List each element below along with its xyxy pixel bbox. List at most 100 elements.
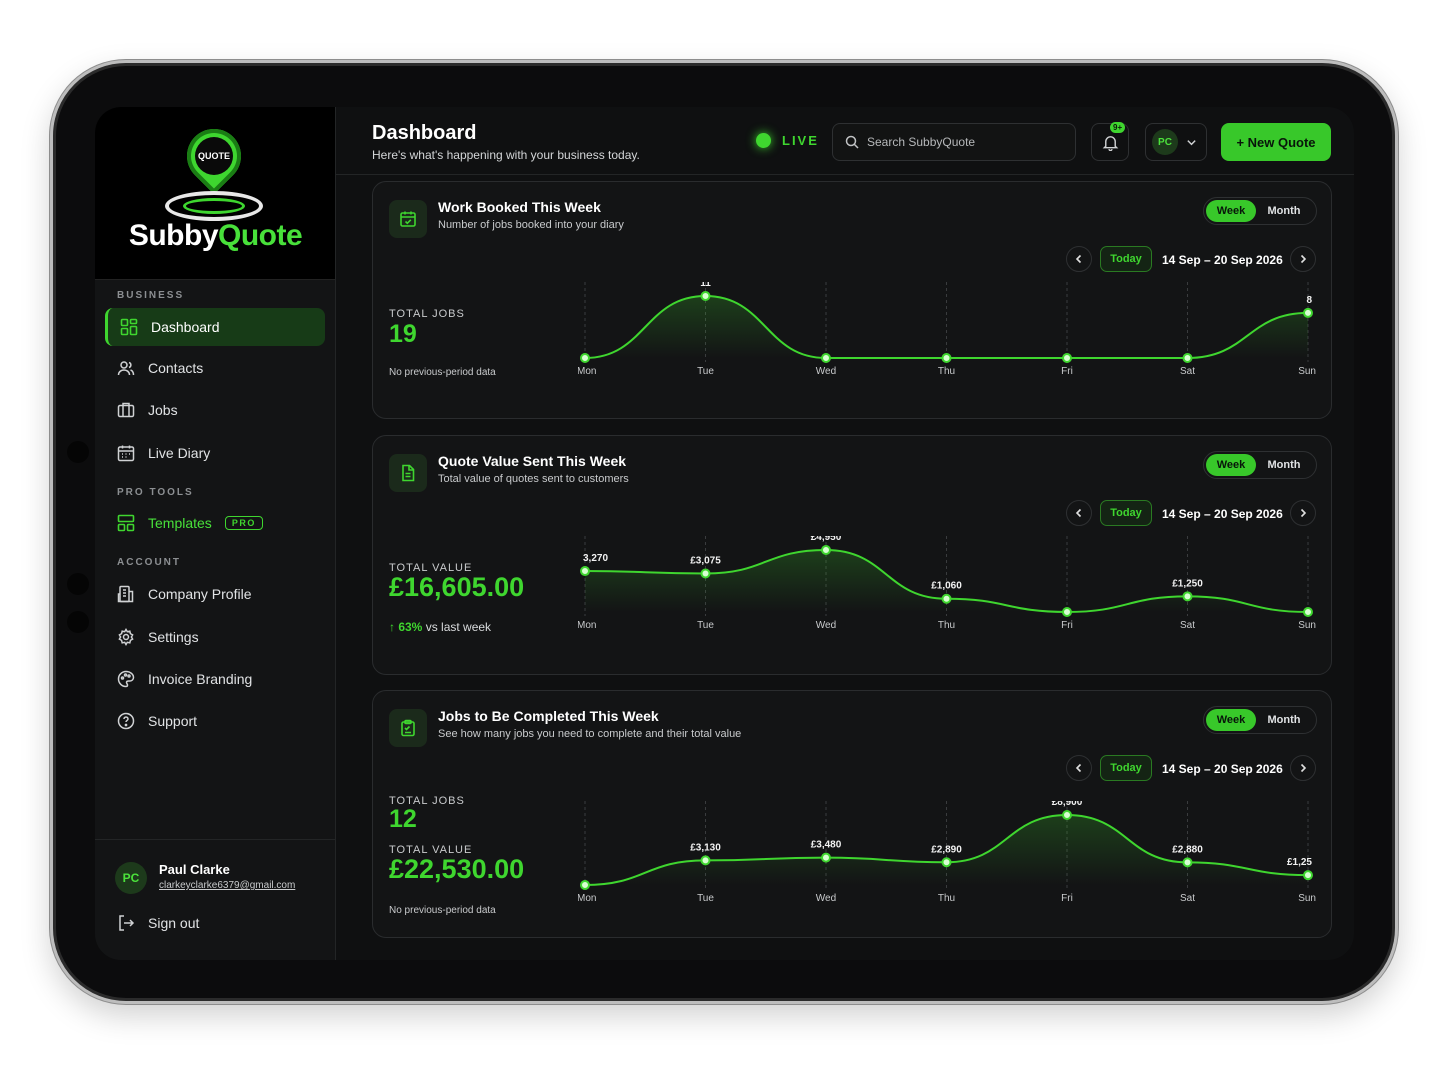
next-week-button[interactable] [1290, 246, 1316, 272]
users-icon [117, 359, 135, 377]
data-point[interactable] [700, 568, 711, 579]
data-point[interactable] [580, 880, 590, 890]
next-week-button[interactable] [1290, 755, 1316, 781]
data-label: 3,270 [583, 553, 608, 564]
data-point[interactable] [941, 857, 952, 868]
data-point[interactable] [1182, 353, 1193, 363]
data-point[interactable] [580, 353, 590, 363]
data-label: £1,060 [931, 581, 962, 592]
bell-icon [1102, 134, 1119, 151]
live-label: LIVE [782, 133, 819, 148]
card-jobs-to-complete: Jobs to Be Completed This Week See how m… [372, 690, 1332, 938]
sidebar-item-dashboard[interactable]: Dashboard [105, 308, 325, 346]
data-point[interactable] [1303, 307, 1313, 318]
data-point[interactable] [1182, 591, 1193, 602]
x-tick-label: Mon [578, 620, 596, 631]
x-tick-label: Fri [1061, 620, 1073, 631]
today-button[interactable]: Today [1100, 755, 1152, 781]
sidebar-item-live-diary[interactable]: Live Diary [105, 434, 325, 472]
prev-week-button[interactable] [1066, 246, 1092, 272]
data-point[interactable] [941, 593, 952, 604]
data-point[interactable] [1062, 607, 1072, 617]
search-box[interactable] [832, 123, 1076, 161]
x-tick-label: Fri [1061, 366, 1073, 377]
data-point[interactable] [821, 852, 831, 863]
data-point[interactable] [700, 291, 711, 301]
period-toggle: Week Month [1203, 706, 1317, 734]
data-point[interactable] [700, 855, 711, 866]
account-menu[interactable]: PC [1145, 123, 1207, 161]
data-point[interactable] [1062, 810, 1072, 820]
data-point[interactable] [580, 566, 590, 577]
section-account: ACCOUNT [117, 557, 181, 568]
toggle-week[interactable]: Week [1206, 454, 1256, 476]
sidebar-item-jobs[interactable]: Jobs [105, 391, 325, 429]
divider [95, 839, 336, 840]
sign-out-button[interactable]: Sign out [117, 914, 199, 932]
building-icon [117, 585, 135, 603]
next-week-button[interactable] [1290, 500, 1316, 526]
toggle-month[interactable]: Month [1267, 714, 1301, 726]
stat-value: 19 [389, 320, 417, 348]
divider [336, 174, 1354, 175]
x-tick-label: Sat [1180, 366, 1195, 377]
stat-value: 12 [389, 805, 417, 833]
stat-note: No previous-period data [389, 905, 496, 916]
sidebar-item-label: Company Profile [148, 586, 252, 602]
data-label: £3,130 [690, 842, 721, 853]
chevron-right-icon [1300, 508, 1307, 518]
data-point[interactable] [1303, 870, 1313, 881]
series-area [585, 296, 1308, 358]
avatar[interactable]: PC [115, 862, 147, 894]
document-icon [389, 454, 427, 492]
date-range: 14 Sep – 20 Sep 2026 [1162, 762, 1283, 776]
sensor-icon [67, 573, 89, 595]
card-quote-value: Quote Value Sent This Week Total value o… [372, 435, 1332, 675]
avatar: PC [1152, 129, 1178, 155]
sidebar-item-invoice-branding[interactable]: Invoice Branding [105, 660, 325, 698]
search-input[interactable] [867, 135, 1057, 149]
data-label: £2,890 [931, 844, 962, 855]
data-label: £1,25 [1287, 857, 1312, 868]
page-title: Dashboard [372, 122, 477, 144]
toggle-week[interactable]: Week [1206, 709, 1256, 731]
prev-week-button[interactable] [1066, 755, 1092, 781]
card-subtitle: Total value of quotes sent to customers [438, 473, 629, 485]
clipboard-icon [389, 709, 427, 747]
sidebar-item-label: Support [148, 713, 198, 729]
new-quote-button[interactable]: + New Quote [1221, 123, 1331, 161]
data-point[interactable] [821, 353, 831, 363]
sidebar-item-company-profile[interactable]: Company Profile [105, 575, 325, 613]
today-button[interactable]: Today [1100, 246, 1152, 272]
prev-week-button[interactable] [1066, 500, 1092, 526]
sidebar-item-contacts[interactable]: Contacts [105, 349, 325, 387]
sidebar-item-settings[interactable]: Settings [105, 618, 325, 656]
sidebar-item-templates[interactable]: Templates PRO [105, 504, 325, 542]
stat-label: TOTAL VALUE [389, 562, 473, 574]
data-point[interactable] [941, 353, 952, 363]
data-point[interactable] [1062, 353, 1072, 363]
series-area [585, 550, 1308, 612]
chevron-left-icon [1075, 508, 1082, 518]
sidebar-item-label: Settings [148, 629, 199, 645]
sidebar-item-support[interactable]: Support [105, 702, 325, 740]
today-button[interactable]: Today [1100, 500, 1152, 526]
toggle-week[interactable]: Week [1206, 200, 1256, 222]
notification-badge: 9+ [1110, 122, 1126, 133]
sign-out-icon [117, 914, 135, 932]
period-toggle: Week Month [1203, 451, 1317, 479]
data-label: £3,480 [811, 840, 842, 851]
chevron-right-icon [1300, 254, 1307, 264]
data-point[interactable] [821, 545, 831, 555]
toggle-month[interactable]: Month [1267, 459, 1301, 471]
card-title: Jobs to Be Completed This Week [438, 708, 659, 724]
data-point[interactable] [1182, 857, 1193, 868]
pin-label: QUOTE [195, 137, 233, 175]
data-point[interactable] [1303, 607, 1313, 617]
chevron-right-icon [1300, 763, 1307, 773]
card-subtitle: Number of jobs booked into your diary [438, 219, 624, 231]
toggle-month[interactable]: Month [1267, 205, 1301, 217]
card-subtitle: See how many jobs you need to complete a… [438, 728, 742, 740]
user-email[interactable]: clarkeyclarke6379@gmail.com [159, 880, 296, 891]
main-content: Dashboard Here's what's happening with y… [336, 107, 1354, 960]
